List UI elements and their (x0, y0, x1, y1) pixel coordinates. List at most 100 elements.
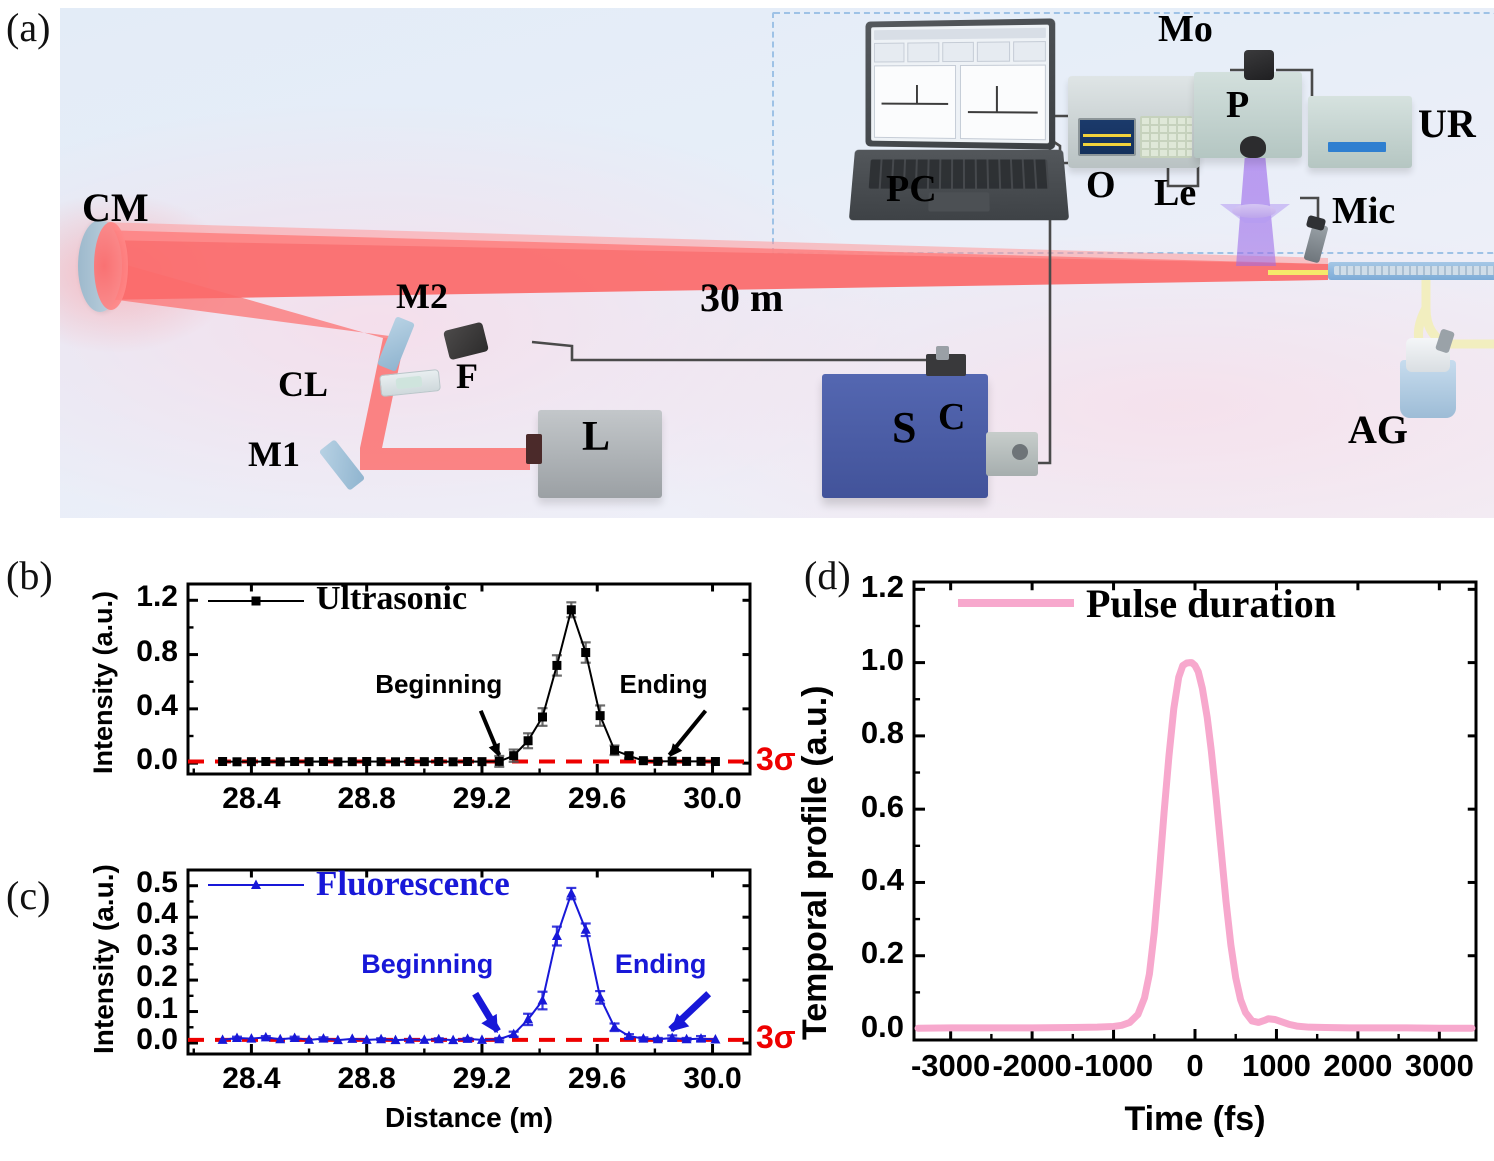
data-point (304, 757, 314, 767)
spectrometer-fiber-tip (936, 346, 949, 360)
data-point (347, 1033, 358, 1043)
panel-tag-a: (a) (6, 5, 51, 50)
label-distance: 30 m (700, 275, 784, 320)
y-tick-label: 0.4 (136, 689, 178, 723)
y-tick-label: 0.0 (136, 743, 178, 777)
spectrometer-body (822, 374, 988, 498)
annotation-arrow-head (670, 1013, 690, 1032)
data-point (246, 757, 256, 767)
laser-aperture (526, 434, 542, 464)
laser-body (538, 410, 662, 498)
x-axis-title: Distance (m) (384, 1102, 554, 1133)
legend-label: Ultrasonic (316, 580, 468, 617)
label-f: F (456, 356, 478, 396)
data-point (667, 756, 677, 766)
data-point (218, 757, 228, 767)
y-tick-label: 0.8 (136, 634, 178, 668)
y-tick-label: 0.0 (860, 1008, 904, 1044)
data-point (333, 757, 343, 767)
data-point (290, 757, 300, 767)
data-point (696, 756, 706, 766)
data-point (275, 1033, 286, 1044)
monitor-detector-body (1244, 50, 1274, 80)
data-point (681, 1033, 692, 1044)
x-axis-title: Time (fs) (1124, 1100, 1266, 1138)
data-point (462, 1033, 473, 1043)
data-point (610, 745, 620, 755)
annotation-arrow-head (669, 743, 683, 758)
oscilloscope-keypad (1140, 116, 1192, 158)
legend-label: Pulse duration (1086, 581, 1337, 626)
data-point (710, 1034, 721, 1044)
data-point (332, 1034, 343, 1045)
optical-setup-schematic: CM M2 M1 CL F L S C PC O P Mo Le UR Mic … (60, 8, 1494, 518)
panel-tag-d: (d) (804, 553, 851, 598)
y-tick-label: 0.4 (860, 861, 904, 897)
x-tick-label: 28.8 (337, 782, 396, 815)
data-point (448, 757, 458, 767)
data-series-line (914, 659, 1476, 1032)
y-tick-label: 1.2 (860, 568, 904, 604)
chart-fluorescence: 28.4 28.8 29.2 29.6 30.0 0.0 0.1 0.2 0.3 0.4 0.5 In… (88, 850, 796, 1150)
y-tick-label: 0.1 (136, 991, 178, 1025)
annotation-ending: Ending (619, 668, 708, 699)
data-point (653, 756, 663, 766)
y-tick-label: 0.0 (136, 1023, 178, 1057)
data-point (217, 1034, 228, 1044)
legend-sample (208, 879, 304, 889)
y-tick-label: 0.4 (136, 897, 178, 931)
plot-frame (912, 580, 1478, 1042)
x-tick-label: 2000 (1323, 1048, 1393, 1083)
label-p: P (1226, 84, 1250, 126)
computer-screen (865, 18, 1056, 150)
y-tick-label: 0.6 (860, 788, 904, 824)
x-tick-label: 0 (1186, 1048, 1204, 1083)
data-point (419, 757, 429, 767)
plot-b-svg (186, 582, 752, 776)
label-l: L (582, 414, 611, 460)
data-point (494, 1033, 505, 1044)
y-tick-label: 1.0 (860, 642, 904, 678)
data-point (566, 888, 577, 898)
x-tick-label: 29.6 (568, 1062, 627, 1095)
data-point (260, 1031, 271, 1042)
data-point (261, 757, 271, 767)
y-tick-label: 0.2 (136, 960, 178, 994)
data-point (376, 1033, 387, 1044)
data-point (652, 1033, 663, 1044)
plot-d-svg (912, 580, 1478, 1042)
data-point (289, 1032, 300, 1042)
data-point (537, 712, 547, 722)
ultrasonic-receiver-indicator (1328, 142, 1386, 152)
label-mic: Mic (1332, 190, 1396, 232)
label-o: O (1086, 164, 1116, 206)
data-point (404, 1034, 415, 1044)
data-point (448, 1034, 459, 1045)
data-point (595, 711, 605, 721)
computer-keyboard-base (848, 149, 1070, 221)
data-point (434, 757, 444, 767)
oscilloscope-screen (1078, 118, 1136, 156)
data-point (391, 757, 401, 767)
data-point (347, 757, 357, 767)
data-point (246, 1033, 257, 1043)
panel-tag-b: (b) (6, 553, 53, 598)
data-point (609, 1021, 620, 1032)
label-c: C (938, 396, 966, 438)
data-point (523, 1013, 534, 1024)
label-mo: Mo (1158, 8, 1213, 50)
data-point (275, 757, 285, 767)
data-point (376, 757, 386, 767)
x-tick-label: 28.4 (222, 1062, 281, 1095)
data-point (537, 995, 548, 1005)
data-point (523, 736, 533, 746)
data-point (476, 1034, 487, 1044)
concave-mirror-face (94, 222, 128, 310)
label-le: Le (1154, 172, 1197, 214)
data-point (638, 1033, 649, 1043)
label-pc: PC (886, 168, 937, 210)
chart-ultrasonic: 28.4 28.8 29.2 29.6 30.0 0.0 0.4 0.8 1.2 Intensit… (88, 566, 796, 826)
data-point (477, 757, 487, 767)
beam-paths (60, 68, 1494, 470)
plot-frame (186, 868, 752, 1056)
